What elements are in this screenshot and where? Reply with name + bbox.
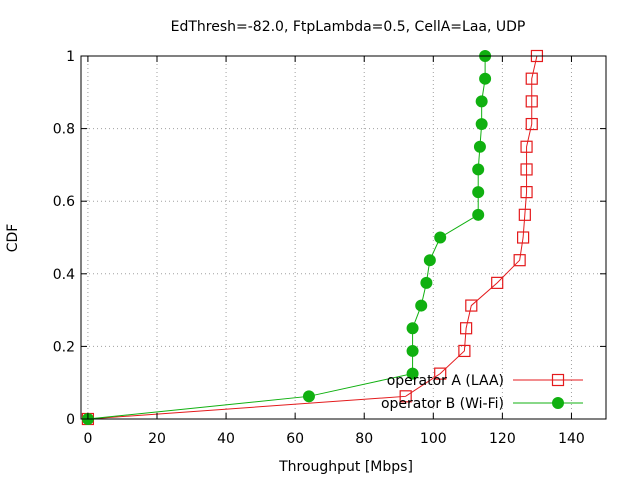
data-point-square — [520, 163, 533, 176]
data-point-circle — [472, 208, 485, 221]
data-point-circle — [406, 367, 419, 380]
legend-marker — [551, 373, 565, 387]
y-tick-label: 1 — [66, 49, 75, 65]
data-point-circle — [472, 163, 485, 176]
x-tick-label: 140 — [558, 431, 585, 447]
y-tick-label: 0 — [66, 412, 75, 428]
data-point-circle — [406, 344, 419, 357]
y-axis-label: CDF — [5, 224, 21, 253]
data-layer — [81, 49, 544, 426]
x-tick-label: 40 — [217, 431, 235, 447]
data-point-square — [465, 299, 478, 312]
data-point-square — [513, 254, 526, 267]
legend-label: operator A (LAA) — [387, 373, 504, 389]
x-tick-label: 20 — [148, 431, 166, 447]
chart-title: EdThresh=-82.0, FtpLambda=0.5, CellA=Laa… — [171, 19, 526, 35]
tick-layer: 0 20 40 60 80 100 120 140 0 0.2 0.4 0.6 0.8 1 — [53, 49, 606, 447]
data-point-circle — [302, 390, 315, 403]
data-point-square — [525, 117, 538, 131]
data-point-square — [520, 186, 533, 199]
series-line — [87, 55, 538, 420]
data-point-circle — [475, 95, 488, 108]
x-tick-label: 120 — [489, 431, 516, 447]
data-point-circle — [423, 254, 436, 267]
data-point-square — [525, 72, 538, 85]
plot-frame — [80, 55, 607, 420]
legend-marker — [552, 397, 564, 409]
data-point-square — [434, 367, 447, 380]
series-line — [87, 56, 486, 420]
x-tick-label: 0 — [83, 431, 92, 447]
x-tick-label: 100 — [420, 431, 447, 447]
x-tick-label: 80 — [355, 431, 373, 447]
data-point-circle — [475, 118, 488, 131]
series-operator-b — [81, 50, 492, 425]
data-point-circle — [434, 231, 447, 244]
y-tick-label: 0.8 — [53, 122, 75, 138]
x-axis-label: Throughput [Mbps] — [278, 459, 413, 475]
legend-label: operator B (Wi-Fi) — [381, 396, 504, 412]
data-point-square — [517, 231, 530, 244]
grid-layer — [81, 55, 606, 420]
data-point-square — [491, 276, 504, 289]
data-point-square — [525, 95, 538, 108]
data-point-circle — [473, 140, 486, 153]
y-tick-label: 0.4 — [53, 267, 75, 283]
data-point-square — [518, 208, 531, 221]
data-point-square — [460, 322, 473, 335]
y-tick-label: 0.2 — [53, 339, 75, 355]
x-tick-label: 60 — [286, 431, 304, 447]
y-tick-label: 0.6 — [53, 194, 75, 210]
data-point-square — [399, 390, 412, 403]
data-point-square — [458, 344, 471, 358]
series-operator-a — [81, 49, 544, 426]
data-point-circle — [420, 276, 433, 289]
legend: operator A (LAA) operator B (Wi-Fi) — [381, 373, 583, 412]
data-point-circle — [406, 322, 419, 335]
data-point-circle — [415, 299, 428, 312]
data-point-circle — [479, 72, 492, 85]
data-point-circle — [472, 186, 485, 199]
data-point-square — [520, 140, 533, 153]
